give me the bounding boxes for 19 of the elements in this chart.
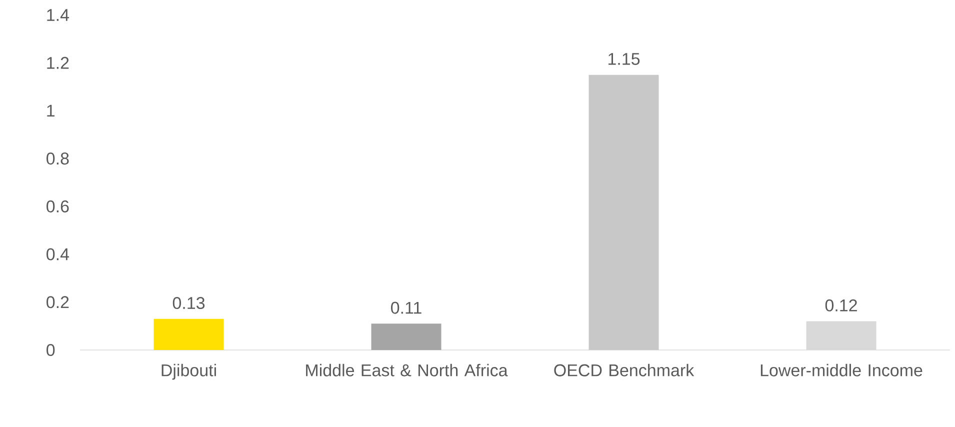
y-tick-label: 0 [46,344,55,356]
data-label: 0.13 [172,296,205,310]
y-tick-label: 0.8 [46,152,69,165]
y-tick-label: 1.2 [47,56,69,69]
y-tick-label: 1 [47,104,54,117]
y-tick-label: 1.4 [47,9,69,21]
y-tick-label: 0.4 [46,248,69,260]
data-label: 0.11 [391,302,422,314]
x-tick-label: OECD Benchmark [554,364,694,376]
bar [588,74,659,350]
x-tick-label: Middle East & North Africa [306,364,508,376]
data-label: 0.12 [825,299,857,312]
bar [371,324,442,350]
bar [154,318,224,350]
y-tick-label: 0.6 [46,200,69,212]
data-label: 1.15 [608,53,640,65]
x-tick-label: Lower-middle Income [760,364,922,376]
y-tick-label: 0.2 [46,296,69,308]
x-tick-label: Djibouti [162,364,216,380]
